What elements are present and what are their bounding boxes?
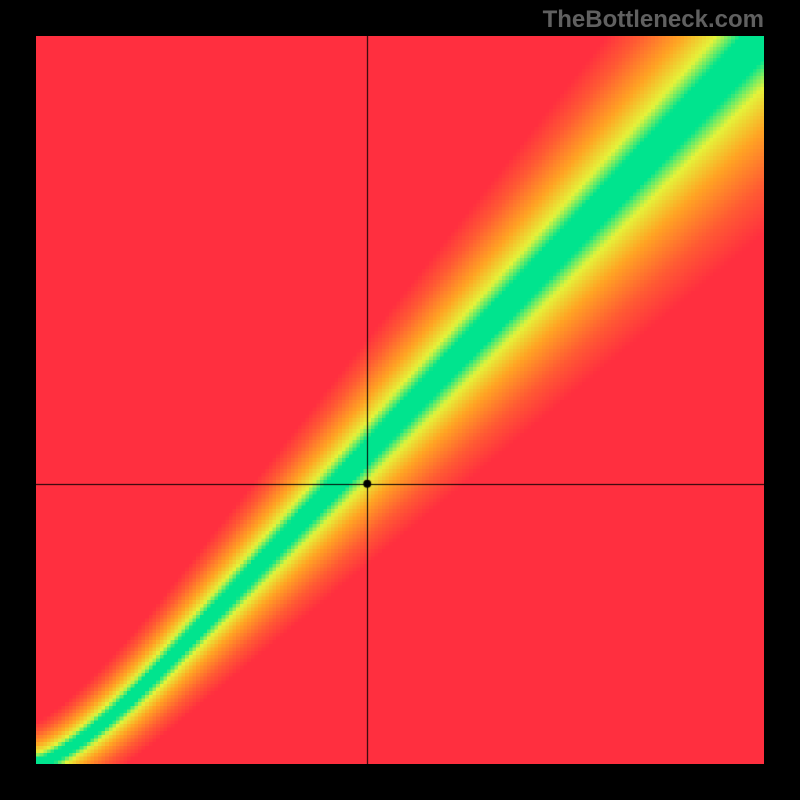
crosshair-overlay [36, 36, 764, 764]
watermark-text: TheBottleneck.com [543, 6, 764, 34]
chart-stage: TheBottleneck.com [0, 0, 800, 800]
